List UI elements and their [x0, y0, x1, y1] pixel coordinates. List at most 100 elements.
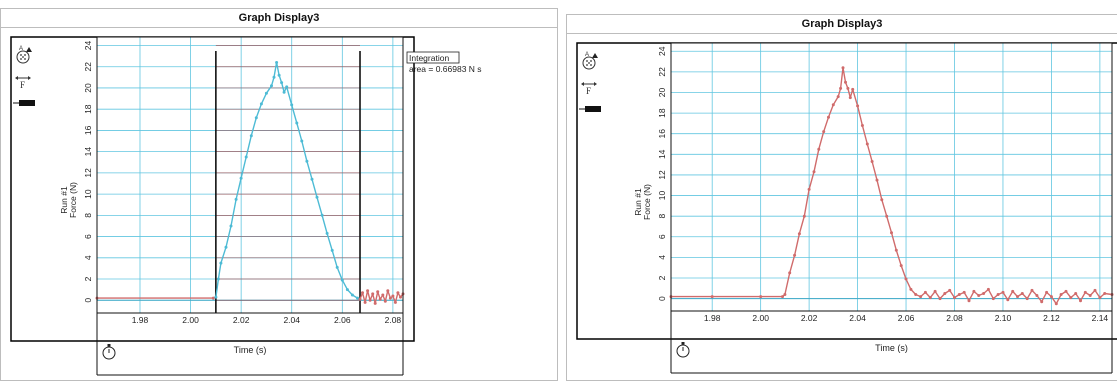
data-point	[797, 232, 801, 236]
data-point	[793, 253, 797, 257]
data-point	[919, 295, 923, 299]
graph-display-panel-left: Graph Display3 0 2 4 6 8 10 12 14 16 18 20 22 24 Run …	[0, 8, 558, 381]
data-point	[315, 195, 319, 199]
data-point	[1083, 290, 1087, 294]
icon-dot	[586, 60, 588, 62]
y-tick-label: 10	[657, 191, 667, 201]
data-point	[844, 80, 847, 84]
data-point	[214, 295, 218, 299]
data-point	[330, 248, 334, 252]
data-point	[759, 295, 763, 299]
sensor-body	[585, 106, 601, 112]
y-tick-label: 16	[657, 129, 667, 139]
data-point	[870, 160, 874, 163]
data-point	[325, 231, 329, 235]
icon-arrowhead-left	[15, 76, 18, 80]
data-point	[224, 245, 228, 249]
x-tick-label: 2.02	[233, 315, 250, 325]
y-tick-label: 22	[657, 67, 667, 77]
x-tick-label: 2.04	[849, 313, 866, 323]
x-tick-label: 2.00	[182, 315, 199, 325]
force-sensor-icon[interactable]	[579, 106, 601, 112]
force-arrow-icon[interactable]: F	[15, 76, 31, 90]
data-point	[1025, 297, 1029, 301]
icon-glyph: F	[586, 86, 591, 96]
data-point	[350, 293, 354, 297]
data-point	[860, 124, 864, 127]
data-point	[781, 295, 784, 299]
x-axis-label: Time (s)	[234, 345, 267, 355]
y-tick-label: 14	[657, 149, 667, 159]
data-point	[943, 292, 947, 295]
data-point	[254, 116, 258, 120]
x-tick-label: 2.06	[334, 315, 351, 325]
data-point	[991, 297, 995, 301]
data-point	[373, 301, 377, 305]
data-point	[894, 248, 898, 252]
data-point	[890, 231, 893, 235]
data-point	[361, 291, 364, 295]
data-point	[1098, 296, 1102, 300]
y-tick-label: 20	[83, 83, 93, 93]
force-arrow-icon[interactable]: F	[581, 82, 597, 96]
data-point	[1069, 296, 1073, 300]
y-tick-label: 0	[657, 296, 667, 301]
icon-glyph: A	[585, 52, 589, 58]
icon-dial	[16, 50, 30, 64]
icon-dot	[24, 58, 26, 60]
data-point	[710, 295, 714, 299]
data-point	[1001, 290, 1005, 294]
data-point	[280, 81, 284, 85]
data-point	[788, 271, 792, 275]
data-point	[1059, 293, 1063, 296]
data-point	[827, 115, 830, 119]
data-point	[272, 75, 276, 79]
x-tick-label: 2.04	[283, 315, 300, 325]
data-point	[1006, 298, 1010, 302]
y-axis-run-label: Run #1	[59, 186, 69, 214]
data-point	[1011, 289, 1015, 293]
data-point	[1049, 295, 1053, 299]
data-point	[383, 299, 387, 303]
stopwatch-icon[interactable]	[102, 344, 116, 360]
data-point	[335, 265, 339, 269]
data-point	[1103, 292, 1107, 295]
data-point	[953, 296, 956, 300]
data-point	[1020, 292, 1024, 295]
stopwatch-icon[interactable]	[676, 342, 690, 358]
data-point	[817, 147, 821, 151]
data-point	[340, 278, 344, 282]
sensor-body	[19, 100, 35, 106]
data-point	[841, 66, 845, 70]
data-point	[239, 176, 243, 180]
data-point	[366, 289, 370, 293]
magnify-accelerator-icon[interactable]: A	[16, 46, 32, 64]
data-point	[388, 296, 392, 300]
magnify-accelerator-icon[interactable]: A	[582, 52, 598, 70]
stopwatch-dial	[676, 344, 690, 358]
data-point	[391, 294, 395, 298]
data-point	[1074, 292, 1078, 295]
force-sensor-icon[interactable]	[13, 100, 35, 106]
data-point	[982, 292, 986, 295]
data-point	[270, 84, 273, 88]
data-point	[899, 264, 903, 268]
data-point	[378, 297, 382, 301]
data-point	[1035, 294, 1039, 297]
icon-dot	[590, 64, 592, 66]
data-point	[957, 293, 961, 296]
data-point	[851, 87, 855, 91]
data-point	[938, 297, 942, 301]
y-tick-label: 18	[83, 104, 93, 114]
data-point	[856, 104, 860, 108]
icon-glyph: A	[19, 46, 23, 52]
icon-dial	[582, 56, 596, 70]
data-point	[376, 290, 380, 294]
y-tick-label: 8	[657, 214, 667, 219]
y-tick-label: 14	[83, 147, 93, 157]
integration-region	[215, 45, 361, 313]
